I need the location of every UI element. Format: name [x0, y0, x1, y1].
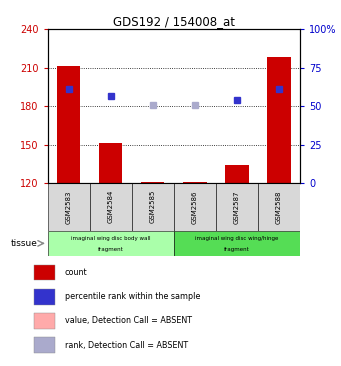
Title: GDS192 / 154008_at: GDS192 / 154008_at: [113, 15, 235, 28]
Text: GSM2583: GSM2583: [66, 190, 72, 224]
Bar: [34, 265, 55, 280]
Bar: [216, 183, 258, 231]
Bar: [258, 183, 300, 231]
Text: fragment: fragment: [98, 247, 124, 252]
Bar: [141, 182, 164, 183]
Text: tissue: tissue: [11, 239, 38, 248]
Bar: [174, 183, 216, 231]
Bar: [174, 231, 300, 256]
Bar: [132, 183, 174, 231]
Text: GSM2585: GSM2585: [150, 190, 156, 224]
Bar: [183, 182, 207, 183]
Bar: [34, 313, 55, 329]
Bar: [99, 143, 122, 183]
Text: percentile rank within the sample: percentile rank within the sample: [65, 292, 200, 301]
Bar: [34, 289, 55, 305]
Bar: [90, 183, 132, 231]
Bar: [267, 57, 291, 183]
Text: value, Detection Call = ABSENT: value, Detection Call = ABSENT: [65, 317, 192, 325]
Text: GSM2584: GSM2584: [108, 190, 114, 224]
Text: count: count: [65, 268, 87, 277]
Text: GSM2586: GSM2586: [192, 190, 198, 224]
Text: fragment: fragment: [224, 247, 250, 252]
Text: GSM2588: GSM2588: [276, 190, 282, 224]
Text: rank, Detection Call = ABSENT: rank, Detection Call = ABSENT: [65, 341, 188, 350]
Bar: [48, 231, 174, 256]
Text: imaginal wing disc body wall: imaginal wing disc body wall: [71, 236, 151, 241]
Text: imaginal wing disc wing/hinge: imaginal wing disc wing/hinge: [195, 236, 279, 241]
Text: GSM2587: GSM2587: [234, 190, 240, 224]
Bar: [48, 183, 90, 231]
Bar: [57, 66, 80, 183]
Bar: [34, 337, 55, 353]
Bar: [225, 165, 249, 183]
